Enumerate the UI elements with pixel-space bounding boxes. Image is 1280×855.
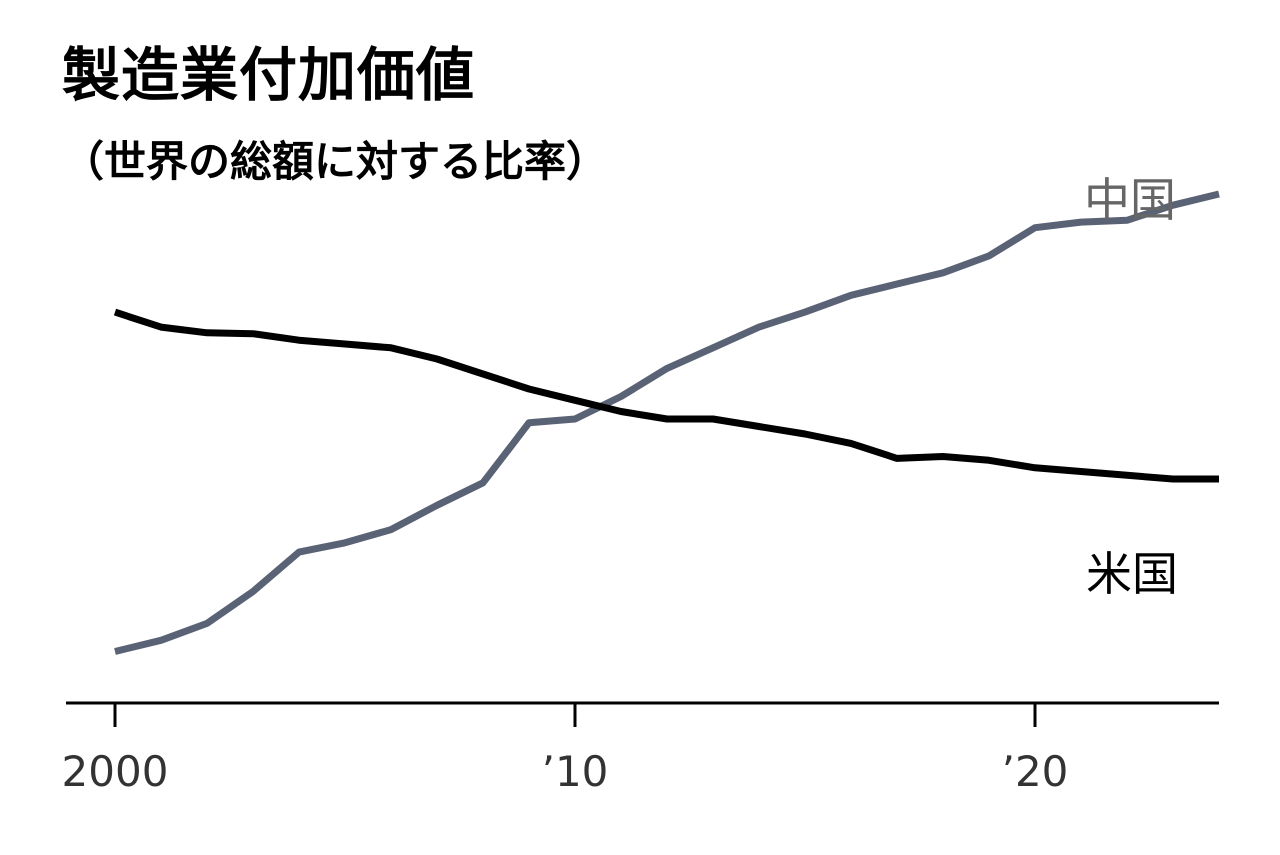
x-axis-ticks: 2000 ’10 ’20 — [62, 703, 1069, 796]
chart-title: 製造業付加価値 — [62, 41, 476, 109]
series-line-china — [114, 190, 1220, 655]
x-tick-label-2000: 2000 — [62, 747, 169, 796]
series-lines — [113, 190, 1220, 655]
x-tick-label-2010: ’10 — [542, 747, 609, 796]
series-label-china: 中国 — [1084, 173, 1176, 227]
series-label-us: 米国 — [1086, 547, 1178, 601]
x-tick-label-2020: ’20 — [1002, 747, 1069, 796]
chart-subtitle: （世界の総額に対する比率） — [62, 137, 609, 186]
series-line-us — [113, 308, 1219, 483]
